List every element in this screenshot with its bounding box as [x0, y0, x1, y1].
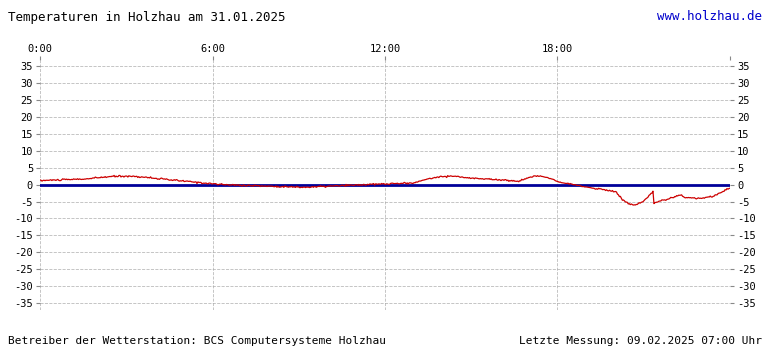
Text: www.holzhau.de: www.holzhau.de [658, 10, 762, 23]
Text: Betreiber der Wetterstation: BCS Computersysteme Holzhau: Betreiber der Wetterstation: BCS Compute… [8, 336, 386, 346]
Text: Temperaturen in Holzhau am 31.01.2025: Temperaturen in Holzhau am 31.01.2025 [8, 10, 285, 23]
Text: Letzte Messung: 09.02.2025 07:00 Uhr: Letzte Messung: 09.02.2025 07:00 Uhr [519, 336, 762, 346]
